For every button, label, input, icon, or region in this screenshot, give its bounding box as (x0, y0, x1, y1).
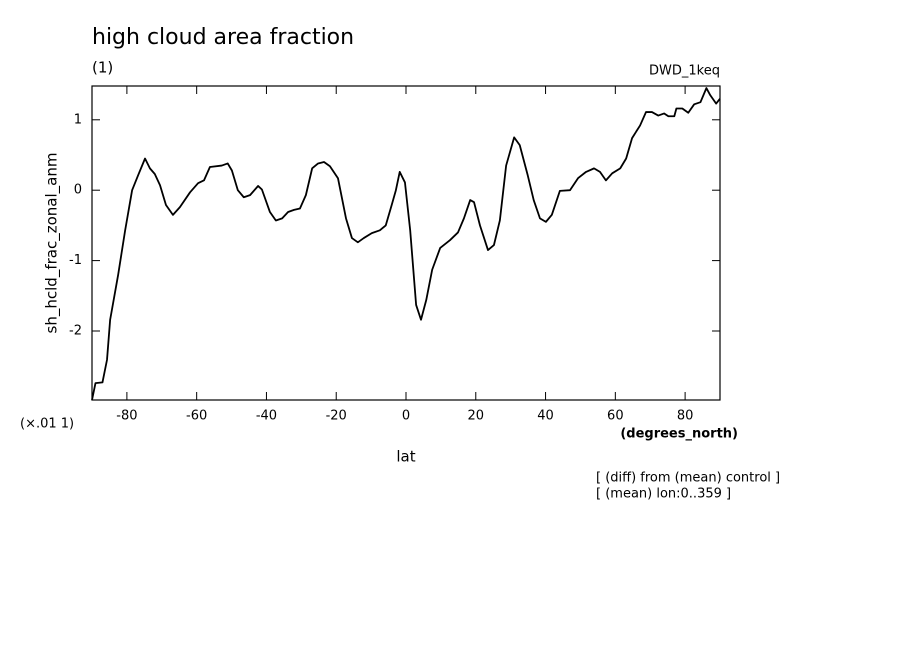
y-scale-label: (×.01 1) (20, 417, 74, 432)
note: [ (mean) lon:0..359 ] (596, 487, 731, 502)
y-tick-label: -2 (69, 324, 82, 339)
y-tick-label: 1 (74, 112, 82, 127)
x-tick-label: 60 (607, 409, 624, 424)
x-tick-label: -60 (186, 409, 207, 424)
x-tick-label: -40 (256, 409, 277, 424)
y-tick-label: -1 (69, 253, 82, 268)
x-tick-label: 40 (537, 409, 554, 424)
y-tick-label: 0 (74, 183, 82, 198)
x-axis-label: lat (396, 448, 415, 466)
chart-title: high cloud area fraction (92, 25, 354, 50)
subtitle: (1) (92, 59, 113, 77)
y-axis-label: sh_hcld_frac_zonal_anm (43, 153, 62, 334)
source-label: DWD_1keq (649, 64, 720, 79)
x-tick-label: 20 (468, 409, 485, 424)
x-unit-label: (degrees_north) (620, 427, 738, 442)
x-tick-label: -80 (116, 409, 137, 424)
note: [ (diff) from (mean) control ] (596, 471, 780, 486)
plot-frame (91, 85, 721, 401)
x-tick-label: 80 (677, 409, 694, 424)
x-tick-label: 0 (402, 409, 410, 424)
x-tick-label: -20 (326, 409, 347, 424)
data-line (91, 87, 721, 401)
